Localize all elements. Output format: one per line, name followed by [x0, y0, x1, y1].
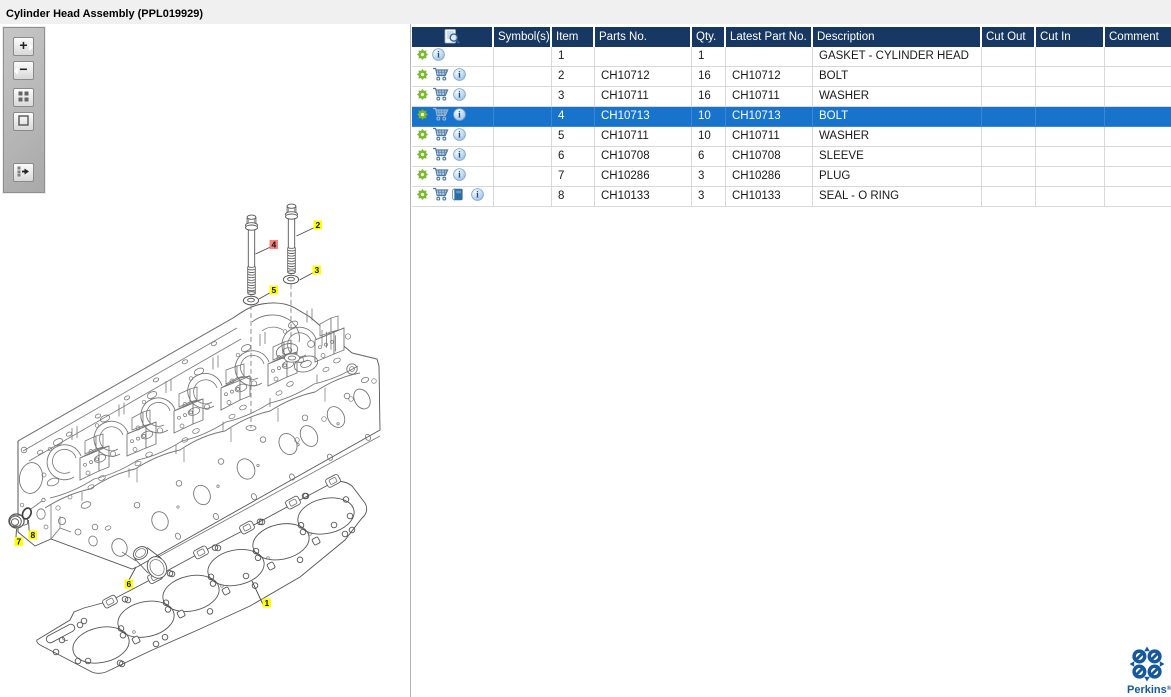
svg-text:i: i: [458, 151, 461, 161]
svg-text:1: 1: [265, 598, 270, 608]
svg-text:i: i: [476, 191, 479, 201]
svg-text:2: 2: [316, 220, 321, 230]
svg-text:7: 7: [17, 537, 22, 547]
svg-text:5: 5: [272, 285, 277, 295]
svg-text:i: i: [458, 71, 461, 81]
svg-text:8: 8: [31, 530, 36, 540]
svg-text:i: i: [458, 111, 461, 121]
svg-text:6: 6: [127, 579, 132, 589]
svg-text:i: i: [458, 131, 461, 141]
svg-text:i: i: [437, 51, 440, 61]
svg-text:3: 3: [315, 265, 320, 275]
svg-text:4: 4: [272, 240, 277, 250]
svg-text:i: i: [458, 171, 461, 181]
svg-text:i: i: [458, 91, 461, 101]
